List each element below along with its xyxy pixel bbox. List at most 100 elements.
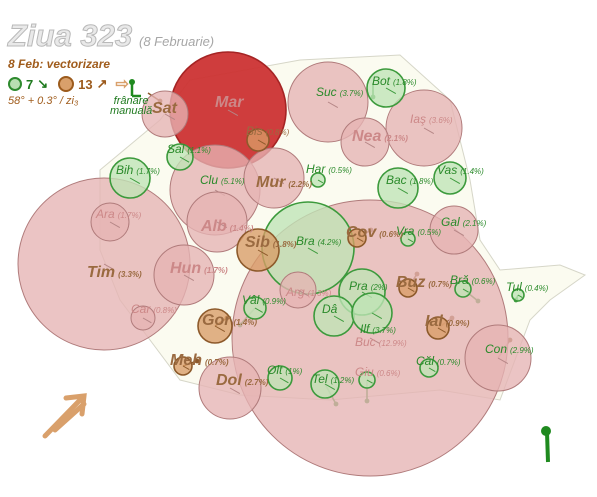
county-percent: (2%) [371,283,388,292]
county-name: Har [306,162,326,176]
handbrake-label: frânare manuală [110,96,153,117]
county-name: Tel [312,372,328,386]
county-label-cov: Cov (0.6%) [346,224,403,241]
green-circle-icon [8,77,22,91]
county-vector-buz [407,287,415,293]
county-vector-giu [366,379,373,384]
page-subtitle: (8 Februarie) [139,34,215,49]
county-label-căl: Căl (0.7%) [416,354,461,368]
county-label-gor: Gor (1.4%) [202,312,257,329]
county-label-alb: Alb (1.4%) [200,218,254,235]
county-name: Giu [355,365,374,379]
county-vector-mur [273,177,285,185]
county-label-bra: Bra (4.2%) [296,234,342,248]
county-name: Iaş [410,112,426,126]
county-label-ilf: Ilf (3.7%) [360,322,396,336]
county-vector-car [142,317,152,324]
county-label-giu: Giu (0.6%) [355,365,401,379]
county-percent: (0.9%) [262,297,286,306]
county-vector-sib [257,249,269,257]
pin-marker-icon [541,426,551,463]
county-vector-bră [462,288,469,293]
county-name: Ara [95,207,115,221]
county-vector-bih [129,177,141,185]
county-vector-sal [179,156,190,163]
county-label-tel: Tel (1.2%) [312,372,354,386]
county-name: Pra [349,279,368,293]
county-vector-ara [109,221,121,229]
county-label-bis: Bis (0.8%) [246,124,290,138]
county-name: Sib [245,234,270,251]
brown-circle-icon [58,76,75,92]
county-vector-arg [297,289,309,297]
county-percent: (2.2%) [288,180,312,189]
county-percent: (12.9%) [379,339,407,348]
county-percent: (1.7%) [118,211,142,220]
county-name: Mur [256,174,286,191]
county-vector-con [497,357,509,365]
county-link-dot-meh [194,358,200,364]
county-percent: (0.7%) [437,358,461,367]
county-label-sib: Sib (1.8%) [245,234,297,251]
county-name: Bra [296,234,315,248]
county-name: Dâ [322,302,338,316]
angle-label: 58° + 0.3° / zi₃ [8,95,79,107]
county-label-sal: Sal (1.1%) [167,142,211,156]
county-label-mur: Mur (2.2%) [256,174,312,191]
county-vector-mar [227,109,239,117]
county-name: Buc [355,335,376,349]
county-label-vas: Vas (1.4%) [437,163,484,177]
county-label-arg: Arg (1.3%) [285,285,332,299]
county-percent: (3.6%) [429,116,453,125]
county-label-dol: Dol (2.7%) [216,372,269,389]
county-vector-iaş [423,127,435,135]
county-vector-gal [453,229,465,237]
county-vector-nea [364,141,376,149]
county-label-vra: Vra (0.5%) [396,224,441,238]
county-percent: (2.1%) [463,219,487,228]
county-circle-iaş[interactable] [385,89,463,167]
county-label-buz: Buz (0.7%) [396,274,452,291]
county-percent: (1.7%) [136,167,160,176]
county-percent: (1.1%) [187,146,211,155]
county-label-hun: Hun (1.7%) [170,260,228,277]
county-percent: (0.4%) [525,284,549,293]
county-label-bac: Bac (1.8%) [386,173,434,187]
county-percent: (0.5%) [417,228,441,237]
brake-icon[interactable] [128,78,144,100]
county-vector-tim [103,263,115,271]
county-percent: (1.4%) [233,318,257,327]
county-name: Gal [441,215,460,229]
county-name: Vâl [242,293,260,307]
county-name: Bac [386,173,407,187]
county-name: Gor [202,312,231,329]
county-label-mar: Mar [215,94,244,111]
county-label-tim: Tim (3.3%) [87,264,142,281]
county-percent: (1.8%) [393,78,417,87]
brown-count: 13 [78,76,93,92]
county-name: Sat [152,100,178,117]
county-percent: (0.8%) [153,306,177,315]
county-percent: (0.7%) [428,280,452,289]
county-percent: (0.6%) [472,277,496,286]
county-label-ara: Ara (1.7%) [95,207,142,221]
county-vector-sat [164,113,176,121]
county-vector-tel [324,383,336,391]
county-percent: (0.6%) [379,230,403,239]
county-label-tul: Tul (0.4%) [506,280,549,294]
county-percent: (1.8%) [410,177,434,186]
page-title: Ziua 323 [7,18,133,54]
county-label-pra: Pra (2%) [349,279,388,293]
double-arrow-icon[interactable]: ⇨ [115,76,129,93]
county-name: Buz [396,274,425,291]
county-vector-olt [279,377,289,384]
county-label-bot: Bot (1.8%) [372,74,417,88]
county-name: Bră [450,273,469,287]
county-label-bră: Bră (0.6%) [450,273,496,287]
county-name: Bot [372,74,391,88]
county-name: Vas [437,163,457,177]
direction-arrow-icon [42,393,87,439]
handbrake-label-line2: manuală [110,105,153,117]
county-label-nea: Nea (2.1%) [352,128,408,145]
